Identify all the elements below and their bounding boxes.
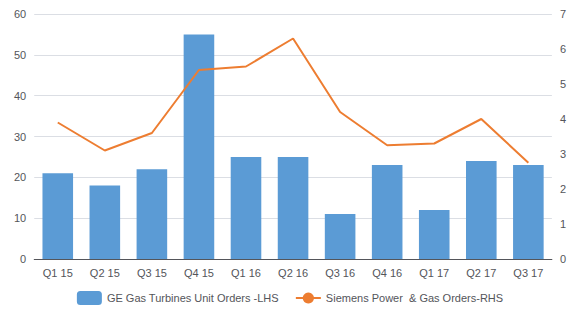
svg-text:0: 0 [20, 253, 26, 265]
svg-text:Q3 17: Q3 17 [513, 267, 543, 279]
svg-text:30: 30 [14, 131, 26, 143]
svg-text:40: 40 [14, 90, 26, 102]
svg-text:10: 10 [14, 212, 26, 224]
svg-text:7: 7 [560, 8, 566, 20]
svg-text:Q1 17: Q1 17 [419, 267, 449, 279]
svg-text:3: 3 [560, 148, 566, 160]
svg-text:2: 2 [560, 183, 566, 195]
svg-text:Q2 16: Q2 16 [278, 267, 308, 279]
svg-text:Q3 15: Q3 15 [137, 267, 167, 279]
svg-text:Q4 15: Q4 15 [184, 267, 214, 279]
svg-text:Q2 17: Q2 17 [466, 267, 496, 279]
svg-text:Q1 16: Q1 16 [231, 267, 261, 279]
svg-text:50: 50 [14, 49, 26, 61]
svg-text:GE Gas Turbines Unit Orders -L: GE Gas Turbines Unit Orders -LHS [107, 292, 279, 304]
svg-text:Siemens Power & Gas Orders-RH: Siemens Power & Gas Orders-RHS [326, 292, 503, 304]
svg-text:Q1 15: Q1 15 [43, 267, 73, 279]
svg-text:Q2 15: Q2 15 [90, 267, 120, 279]
svg-text:20: 20 [14, 171, 26, 183]
svg-text:5: 5 [560, 78, 566, 90]
svg-text:Q4 16: Q4 16 [372, 267, 402, 279]
svg-text:0: 0 [560, 253, 566, 265]
svg-text:6: 6 [560, 43, 566, 55]
svg-text:1: 1 [560, 218, 566, 230]
svg-text:4: 4 [560, 113, 566, 125]
svg-text:Q3 16: Q3 16 [325, 267, 355, 279]
svg-text:60: 60 [14, 8, 26, 20]
